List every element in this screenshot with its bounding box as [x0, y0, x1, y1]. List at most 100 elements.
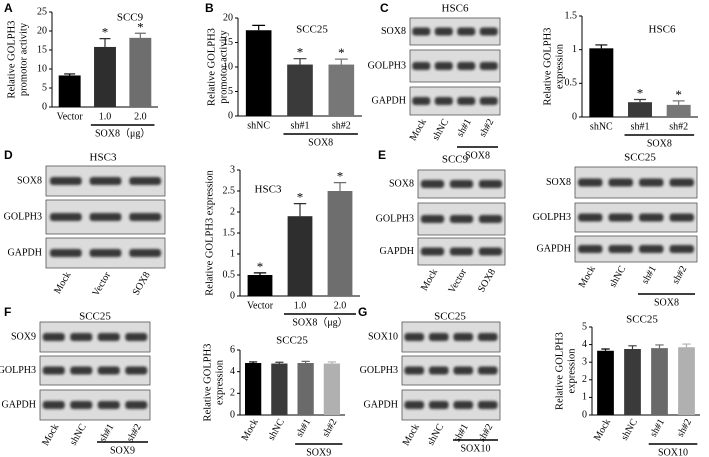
y-tick-label: 10 — [223, 61, 233, 72]
bar — [287, 216, 313, 296]
error-bar — [134, 32, 146, 38]
blot-band — [49, 177, 82, 185]
blot-band — [578, 213, 603, 222]
error-bar — [252, 24, 266, 31]
x-tick-label: shNC — [247, 120, 270, 131]
blot-band — [412, 97, 431, 105]
y-tick-label: 0 — [228, 110, 233, 121]
blot-band — [42, 333, 65, 341]
blot-row-label: GOLPH3 — [4, 211, 42, 222]
blot-row-label: GAPDH — [2, 399, 36, 410]
error-bar — [327, 361, 336, 364]
y-tick-label: 2 — [582, 374, 587, 385]
blot-row-label: GAPDH — [364, 399, 398, 410]
blot-row-label: SOX10 — [368, 331, 398, 342]
blot-band — [428, 333, 449, 341]
x-tick-label: Vector — [247, 300, 274, 311]
blot-band — [479, 62, 498, 70]
group-label: SOX8（μg） — [95, 127, 150, 139]
y-axis-label: Relative GOLPH3 — [554, 332, 565, 410]
significance-mark: * — [257, 259, 264, 274]
y-axis-label: Relative GOLPH3 — [202, 344, 213, 422]
blot-band — [125, 401, 148, 409]
error-bar — [634, 98, 646, 103]
blot-band — [478, 247, 503, 256]
y-axis-label: Relative GOLPH3 expression — [204, 170, 215, 296]
x-tick-label: 2.0 — [334, 300, 347, 311]
y-tick-label: 5 — [42, 82, 47, 93]
blot-band — [428, 366, 449, 375]
blot-band — [457, 27, 476, 36]
blot-title: SCC25 — [434, 311, 466, 323]
bar — [628, 102, 652, 117]
blot-band — [420, 215, 445, 223]
bar — [129, 37, 152, 108]
bar — [247, 275, 273, 296]
significance-mark: * — [297, 45, 304, 60]
error-bar — [601, 348, 610, 351]
blot-band — [129, 177, 162, 185]
blot-band — [412, 27, 431, 36]
blot-title: HSC6 — [442, 3, 469, 15]
blot-band — [477, 333, 498, 341]
x-tick-label: sh#1 — [291, 120, 310, 131]
chart-title: SCC25 — [296, 24, 328, 36]
blot-band — [457, 97, 476, 105]
significance-mark: * — [637, 85, 644, 100]
y-tick-label: 25 — [37, 6, 47, 17]
blot-band — [125, 333, 148, 341]
blot-row-label: SOX9 — [11, 331, 36, 342]
panel-letter: B — [205, 1, 214, 15]
bar — [589, 48, 614, 117]
y-tick-label: 5 — [228, 86, 233, 97]
blot-row-label: SOX8 — [381, 26, 406, 37]
significance-mark: * — [675, 87, 682, 102]
error-bar — [333, 182, 347, 191]
bar — [651, 348, 668, 415]
blot-band — [420, 247, 445, 256]
y-tick-label: 0 — [42, 101, 47, 112]
blot-row-label: SOX8 — [546, 177, 571, 188]
blot-band — [608, 213, 633, 222]
blot-band — [70, 333, 93, 341]
blot-band — [97, 333, 120, 341]
blot-band — [42, 366, 65, 375]
blot-band — [639, 178, 664, 187]
y-tick-label: 2 — [230, 206, 235, 217]
y-tick-label: 1 — [572, 44, 577, 55]
group-label: SOX10 — [658, 447, 688, 457]
blot-band — [453, 366, 474, 375]
group-label: SOX9 — [306, 447, 331, 457]
blot-band — [449, 247, 474, 256]
blot-band — [434, 27, 453, 36]
blot-band — [404, 333, 425, 341]
bar — [327, 191, 353, 296]
x-tick-label: sh#2 — [332, 120, 351, 131]
bar — [678, 347, 695, 415]
y-tick-label: 15 — [37, 44, 47, 55]
blot-band — [453, 401, 474, 409]
y-tick-label: 0.5 — [223, 269, 236, 280]
group-label: SOX8 — [647, 138, 672, 149]
blot-band — [669, 213, 694, 222]
y-axis-label: Relative GOLPH3 — [206, 28, 217, 106]
blot-row-label: GAPDH — [380, 246, 414, 257]
y-tick-label: 3 — [582, 356, 587, 367]
blot-band — [420, 180, 445, 188]
x-tick-label: 1.0 — [294, 300, 307, 311]
error-bar — [249, 361, 258, 363]
blot-band — [129, 213, 162, 221]
error-bar — [595, 44, 608, 49]
bar — [624, 349, 641, 415]
bar — [245, 30, 272, 116]
significance-mark: * — [337, 169, 344, 184]
y-axis-label: Relative GOLPH3 — [542, 28, 553, 106]
y-tick-label: 0 — [230, 409, 235, 420]
y-tick-label: 6 — [230, 344, 235, 355]
blot-band — [434, 62, 453, 70]
panel-letter: D — [4, 148, 13, 162]
blot-band — [449, 215, 474, 223]
error-bar — [672, 100, 685, 105]
y-tick-label: 1 — [582, 392, 587, 403]
error-bar — [334, 58, 348, 65]
